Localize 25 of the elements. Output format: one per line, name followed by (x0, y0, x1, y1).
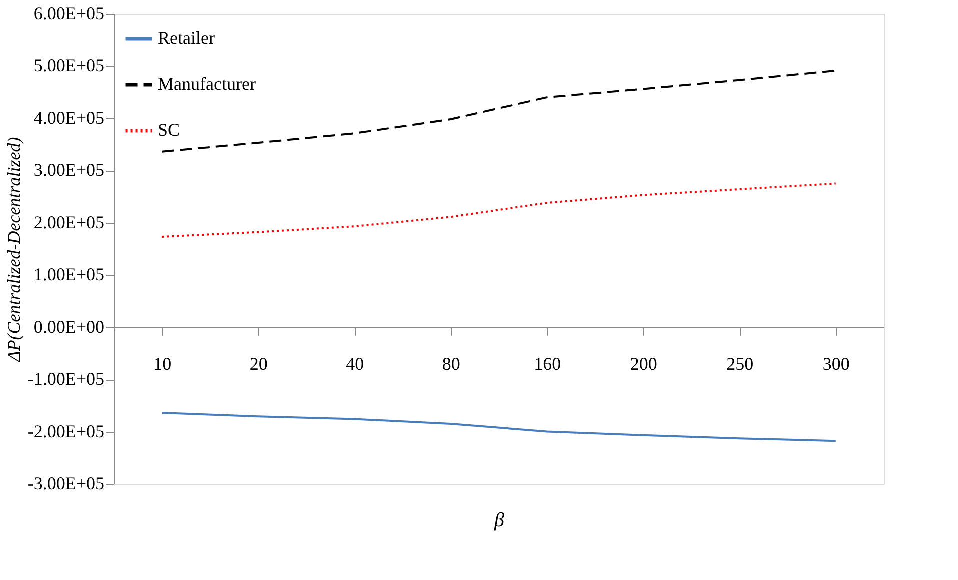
y-tick-label: 3.00E+05 (34, 160, 104, 180)
x-tick-label: 40 (346, 354, 364, 374)
line-series (161, 412, 837, 442)
y-axis-title: ΔP(Centralized-Decentralized) (4, 137, 24, 363)
y-tick-label: -3.00E+05 (28, 474, 104, 494)
y-tick-label: 5.00E+05 (34, 56, 104, 76)
legend-label: Manufacturer (158, 74, 256, 94)
x-tick-label: 80 (442, 354, 460, 374)
x-tick-label: 250 (726, 354, 754, 374)
legend-label: Retailer (158, 28, 215, 48)
x-tick-label: 20 (250, 354, 268, 374)
line-series (161, 182, 837, 238)
x-tick-label: 300 (822, 354, 850, 374)
y-tick-label: 6.00E+05 (34, 4, 104, 24)
y-tick-label: -1.00E+05 (28, 369, 104, 390)
y-tick-label: 4.00E+05 (34, 108, 104, 128)
x-tick-label: 160 (534, 354, 562, 374)
y-tick-label: 0.00E+00 (34, 316, 104, 337)
y-tick-label: -2.00E+05 (28, 421, 104, 442)
y-tick-label: 2.00E+05 (34, 212, 104, 232)
x-axis-title: β (494, 510, 505, 532)
x-tick-label: 200 (630, 354, 658, 374)
x-tick-label: 10 (154, 354, 172, 374)
legend-label: SC (158, 120, 180, 140)
y-tick-label: 1.00E+05 (34, 264, 104, 285)
